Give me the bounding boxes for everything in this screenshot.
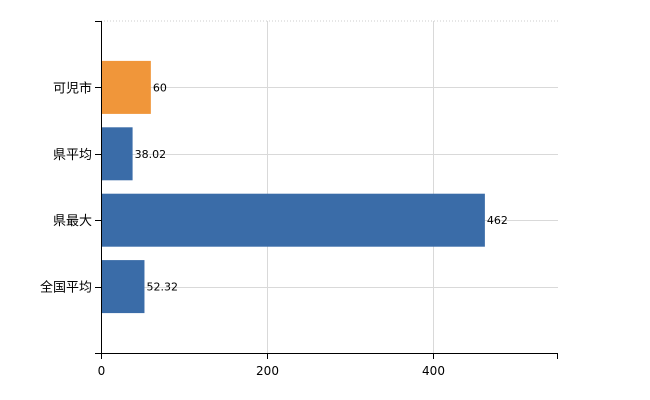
axes-layer	[95, 21, 558, 359]
x-tick-label: 0	[98, 364, 106, 378]
bars-layer	[101, 60, 485, 314]
bar	[101, 60, 151, 114]
category-label: 県平均	[53, 148, 92, 163]
category-label: 可児市	[53, 80, 92, 96]
grid-layer	[101, 20, 558, 353]
data-label: 462	[487, 214, 508, 227]
data-label: 52.32	[146, 281, 178, 294]
x-tick-label: 400	[422, 364, 445, 378]
bar	[101, 193, 485, 247]
category-label: 全国平均	[40, 280, 92, 296]
data-label: 38.02	[135, 148, 167, 161]
x-tick-label: 200	[256, 364, 279, 378]
category-label: 県最大	[53, 214, 92, 229]
bar	[101, 260, 145, 314]
bar	[101, 127, 133, 181]
data-label: 60	[153, 81, 167, 94]
